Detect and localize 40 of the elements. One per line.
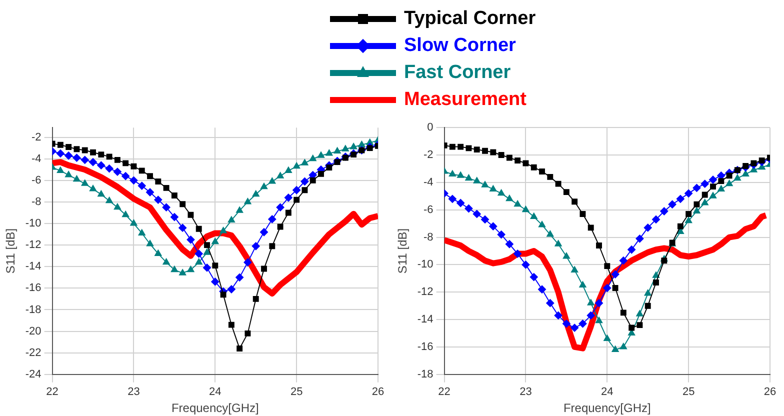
y-tick-label: -8 xyxy=(32,196,42,208)
y-tick-label: -10 xyxy=(417,258,434,271)
y-tick-label: -14 xyxy=(25,260,42,273)
y-tick-label: -14 xyxy=(417,314,434,326)
x-tick-label: 22 xyxy=(46,386,58,398)
x-tick-label: 22 xyxy=(438,386,450,398)
y-tick-label: -24 xyxy=(25,368,42,380)
legend-label: Typical Corner xyxy=(404,8,536,30)
legend-label: Measurement xyxy=(404,88,526,110)
y-tick-label: -16 xyxy=(417,341,434,354)
x-tick-label: 26 xyxy=(764,386,776,398)
legend-label: Slow Corner xyxy=(404,34,516,56)
y-tick-label: -20 xyxy=(25,325,42,338)
y-tick-label: -8 xyxy=(424,231,434,244)
legend-label: Fast Corner xyxy=(404,62,511,84)
y-axis-title: S11 [dB] xyxy=(396,228,410,274)
x-axis-title: Frequency[GHz] xyxy=(171,401,259,416)
y-tick-label: -22 xyxy=(25,346,42,359)
y-tick-label: -6 xyxy=(32,174,42,186)
y-tick-label: -6 xyxy=(424,204,434,216)
y-tick-label: 0 xyxy=(427,122,434,134)
y-tick-label: -2 xyxy=(424,149,434,162)
y-axis-title: S11 [dB] xyxy=(4,228,18,274)
y-tick-label: -10 xyxy=(25,218,42,230)
x-axis-title: Frequency[GHz] xyxy=(563,401,651,416)
y-tick-label: -16 xyxy=(25,282,42,294)
x-tick-label: 24 xyxy=(601,386,614,398)
y-tick-label: -12 xyxy=(25,239,42,252)
y-tick-label: -4 xyxy=(32,152,42,165)
x-tick-label: 23 xyxy=(128,386,140,398)
x-tick-label: 25 xyxy=(682,386,695,398)
y-tick-label: -2 xyxy=(32,131,42,144)
y-tick-label: -4 xyxy=(424,176,434,188)
y-tick-label: -18 xyxy=(417,368,434,380)
x-tick-label: 23 xyxy=(520,386,532,398)
y-tick-label: -12 xyxy=(417,286,434,298)
y-tick-label: -18 xyxy=(25,304,42,316)
x-tick-label: 24 xyxy=(209,386,222,398)
x-tick-label: 26 xyxy=(372,386,384,398)
x-tick-label: 25 xyxy=(290,386,303,398)
